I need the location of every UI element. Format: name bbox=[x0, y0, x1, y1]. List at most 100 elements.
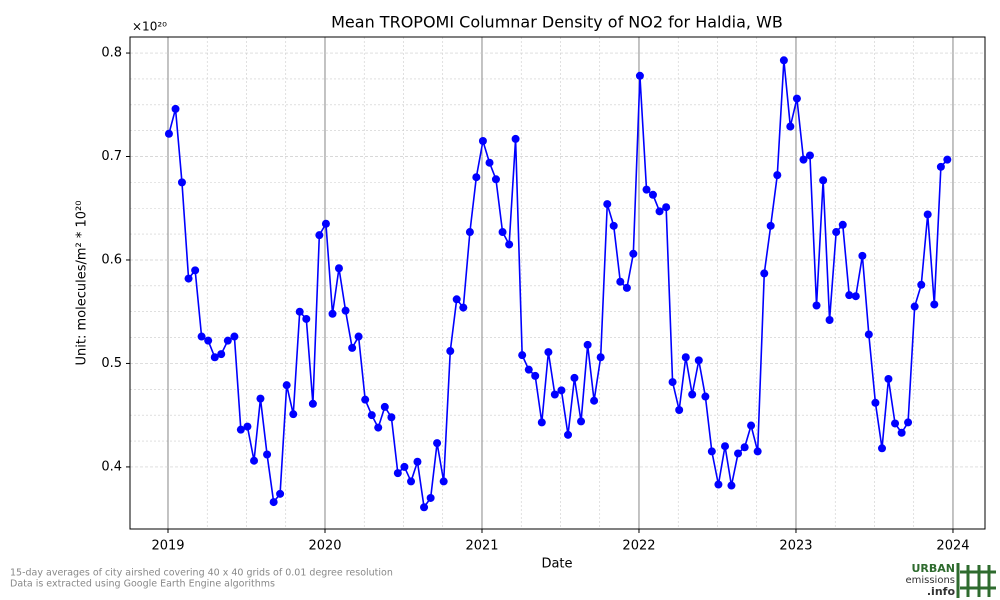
data-point bbox=[570, 373, 579, 382]
data-point bbox=[308, 399, 317, 408]
data-point bbox=[433, 439, 442, 448]
data-point bbox=[387, 413, 396, 422]
data-point bbox=[295, 307, 304, 316]
data-point bbox=[367, 411, 376, 420]
data-point bbox=[910, 302, 919, 311]
x-axis-label: Date bbox=[541, 557, 572, 572]
data-point bbox=[250, 456, 259, 465]
data-point bbox=[439, 477, 448, 486]
logo: URBAN emissions .info bbox=[905, 562, 996, 598]
data-point bbox=[328, 309, 337, 318]
data-point bbox=[688, 390, 697, 399]
data-point bbox=[393, 469, 402, 478]
data-point bbox=[799, 155, 808, 164]
data-point bbox=[446, 347, 455, 356]
data-point bbox=[864, 330, 873, 339]
x-tick-label: 2023 bbox=[779, 539, 812, 554]
data-point bbox=[648, 190, 657, 199]
data-point bbox=[210, 353, 219, 362]
data-point bbox=[400, 462, 409, 471]
data-point bbox=[478, 136, 487, 145]
data-point bbox=[583, 340, 592, 349]
x-tick-label: 2019 bbox=[151, 539, 184, 554]
data-point bbox=[773, 171, 782, 180]
data-point bbox=[635, 71, 644, 80]
data-point bbox=[721, 442, 730, 451]
data-point bbox=[923, 210, 932, 219]
data-point bbox=[243, 422, 252, 431]
data-point bbox=[472, 173, 481, 182]
data-point bbox=[544, 348, 553, 357]
data-point bbox=[740, 443, 749, 452]
data-point bbox=[256, 394, 265, 403]
data-point bbox=[805, 151, 814, 160]
data-point bbox=[289, 410, 298, 419]
data-point bbox=[884, 374, 893, 383]
data-point bbox=[171, 104, 180, 113]
y-tick-label: 0.5 bbox=[101, 356, 122, 371]
data-point bbox=[407, 477, 416, 486]
data-point bbox=[177, 178, 186, 187]
data-point bbox=[845, 291, 854, 300]
data-point bbox=[491, 175, 500, 184]
data-point bbox=[263, 450, 272, 459]
data-point bbox=[505, 240, 514, 249]
data-point bbox=[557, 386, 566, 395]
plot-frame bbox=[129, 36, 986, 530]
data-point bbox=[871, 398, 880, 407]
logo-icon bbox=[956, 563, 996, 598]
data-point bbox=[577, 417, 586, 426]
data-point bbox=[420, 503, 429, 512]
data-point bbox=[498, 228, 507, 237]
data-point bbox=[786, 122, 795, 131]
data-point bbox=[734, 449, 743, 458]
data-point bbox=[714, 480, 723, 489]
data-point bbox=[426, 493, 435, 502]
data-point bbox=[413, 457, 422, 466]
data-point bbox=[701, 392, 710, 401]
data-point bbox=[792, 94, 801, 103]
data-point bbox=[217, 350, 226, 359]
data-point bbox=[374, 423, 383, 432]
data-point bbox=[851, 292, 860, 301]
chart-title: Mean TROPOMI Columnar Density of NO2 for… bbox=[331, 13, 783, 32]
data-point bbox=[622, 283, 631, 292]
data-point bbox=[380, 402, 389, 411]
data-point bbox=[681, 353, 690, 362]
data-point bbox=[518, 351, 527, 360]
data-point bbox=[694, 356, 703, 365]
data-point bbox=[348, 343, 357, 352]
data-point bbox=[564, 430, 573, 439]
data-point bbox=[550, 390, 559, 399]
data-point bbox=[616, 277, 625, 286]
data-point bbox=[812, 301, 821, 310]
data-point bbox=[668, 378, 677, 387]
data-point bbox=[465, 228, 474, 237]
footnote: Data is extracted using Google Earth Eng… bbox=[10, 579, 275, 590]
data-point bbox=[276, 489, 285, 498]
data-line bbox=[168, 60, 948, 510]
y-tick-label: 0.7 bbox=[101, 149, 122, 164]
data-point bbox=[930, 300, 939, 309]
data-point bbox=[334, 264, 343, 273]
data-point bbox=[537, 418, 546, 427]
data-point bbox=[485, 158, 494, 167]
data-point bbox=[858, 251, 867, 260]
data-point bbox=[341, 306, 350, 315]
y-tick-label: 0.4 bbox=[101, 459, 122, 474]
data-point bbox=[230, 332, 239, 341]
data-point bbox=[191, 266, 200, 275]
data-point bbox=[282, 381, 291, 390]
data-point bbox=[531, 371, 540, 380]
data-point bbox=[590, 396, 599, 405]
data-point bbox=[184, 274, 193, 283]
y-tick-label: 0.8 bbox=[101, 46, 122, 61]
data-point bbox=[779, 56, 788, 65]
x-tick-label: 2021 bbox=[465, 539, 498, 554]
data-point bbox=[315, 231, 324, 240]
data-point bbox=[766, 221, 775, 230]
data-point bbox=[354, 332, 363, 341]
data-point bbox=[164, 129, 173, 138]
logo-text: .info bbox=[927, 585, 956, 598]
data-point bbox=[891, 419, 900, 428]
